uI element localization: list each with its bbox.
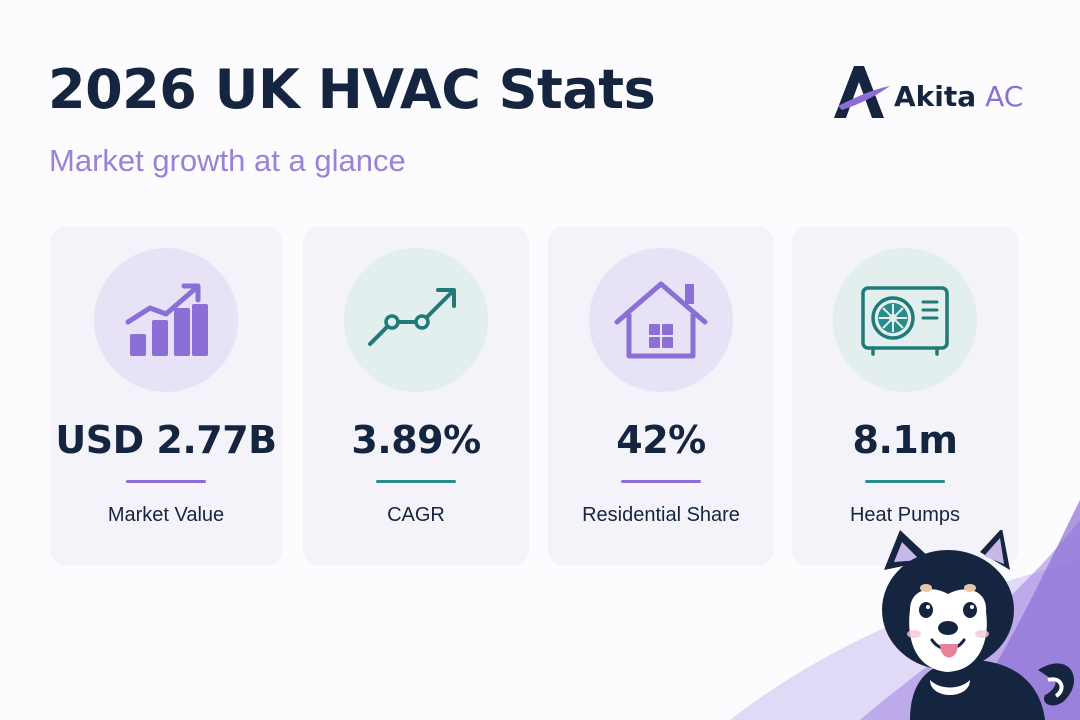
heat-pump-icon bbox=[861, 286, 949, 356]
line-trend-icon bbox=[368, 288, 456, 346]
bar-chart-growth-icon bbox=[125, 283, 208, 356]
stat-label: CAGR bbox=[387, 504, 445, 526]
stat-icon-wrapper bbox=[833, 248, 977, 392]
stat-icon-wrapper bbox=[589, 248, 733, 392]
stat-card-heat-pumps: 8.1m Heat Pumps bbox=[792, 226, 1018, 566]
stat-label: Market Value bbox=[107, 504, 225, 526]
stat-value: USD 2.77B bbox=[55, 418, 277, 462]
house-icon bbox=[614, 281, 708, 359]
stat-value: 42% bbox=[616, 418, 706, 462]
stat-value: 8.1m bbox=[852, 418, 958, 462]
brand-logo: Akita AC bbox=[830, 60, 1045, 122]
stat-divider bbox=[126, 480, 206, 483]
stat-card-market-value: USD 2.77B Market Value bbox=[50, 226, 282, 566]
stat-divider bbox=[621, 480, 701, 483]
page-subtitle: Market growth at a glance bbox=[49, 143, 406, 178]
stat-card-residential-share: 42% Residential Share bbox=[548, 226, 774, 566]
brand-suffix: AC bbox=[985, 80, 1024, 113]
stat-divider bbox=[376, 480, 456, 483]
stat-value: 3.89% bbox=[351, 418, 481, 462]
stat-icon-wrapper bbox=[344, 248, 488, 392]
stat-card-cagr: 3.89% CAGR bbox=[303, 226, 529, 566]
stat-divider bbox=[865, 480, 945, 483]
akita-logo-icon bbox=[834, 66, 890, 118]
brand-name: Akita bbox=[894, 80, 977, 113]
stat-icon-wrapper bbox=[94, 248, 238, 392]
page-title: 2026 UK HVAC Stats bbox=[48, 58, 656, 121]
akita-dog-mascot bbox=[882, 530, 1075, 720]
stat-label: Heat Pumps bbox=[849, 504, 961, 526]
stat-label: Residential Share bbox=[582, 504, 740, 526]
